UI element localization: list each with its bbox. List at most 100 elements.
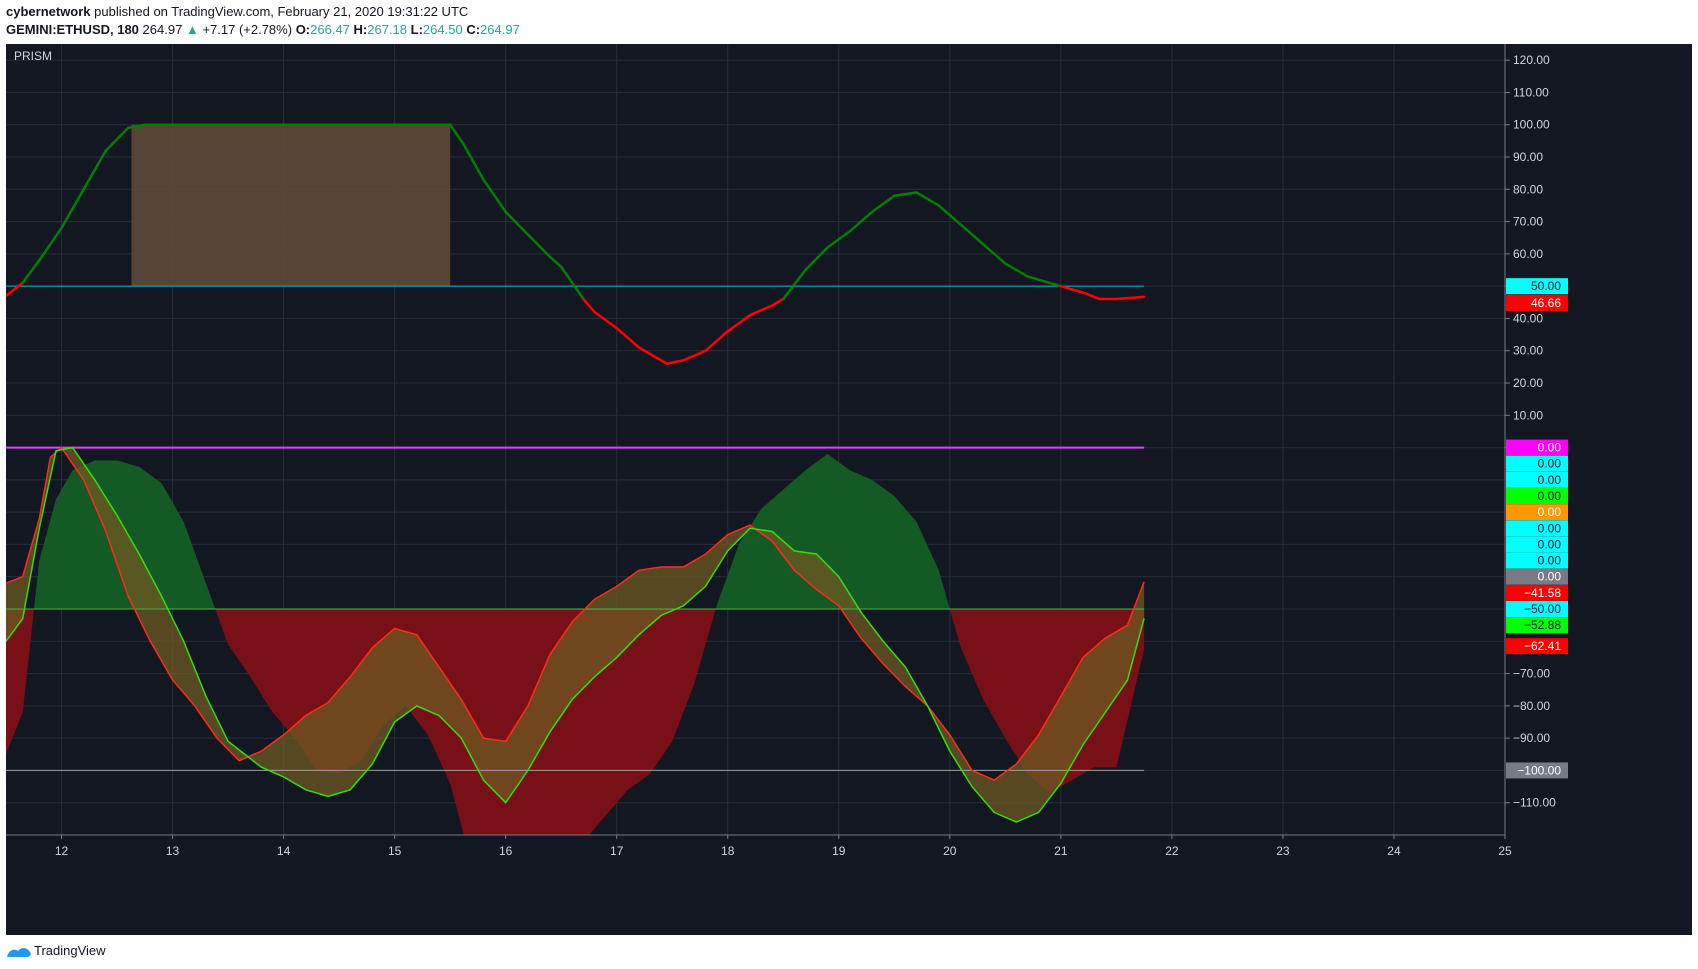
oscillator-segment <box>1115 295 1146 301</box>
tradingview-brand[interactable]: TradingView <box>34 943 106 958</box>
oscillator-segment <box>704 330 729 352</box>
high-value: 267.18 <box>367 22 408 37</box>
price-label-badge <box>1506 520 1568 537</box>
histogram-area-positive <box>6 454 1145 609</box>
oscillator-segment <box>38 226 63 262</box>
price-axis-label: 110.00 <box>1513 85 1549 99</box>
chart-svg[interactable]: PRISM 120.00110.00100.0090.0080.0070.0060… <box>6 44 1692 935</box>
price-label-badge <box>1506 504 1568 521</box>
oscillator-segment <box>981 242 1007 265</box>
fast-line <box>6 446 1145 781</box>
price-label-text: 0.00 <box>1538 537 1562 551</box>
price-axis-label: 100.00 <box>1513 118 1550 132</box>
publish-line: cybernetwork published on TradingView.co… <box>6 4 468 19</box>
price-label-badge <box>1506 638 1568 655</box>
time-axis-label: 23 <box>1276 844 1290 858</box>
oscillator-segment <box>1048 281 1063 288</box>
time-axis-panel <box>6 835 1692 935</box>
time-axis-label: 21 <box>1054 844 1068 858</box>
price-label-text: −50.00 <box>1524 602 1561 616</box>
price-label-text: 0.00 <box>1538 473 1562 487</box>
price-axis-label: 10.00 <box>1513 408 1543 422</box>
oscillator-segment <box>937 204 963 227</box>
price-label-text: 0.00 <box>1538 441 1562 455</box>
time-axis-label: 16 <box>499 844 513 858</box>
price-label-text: −41.58 <box>1524 586 1561 600</box>
price-label-badge <box>1506 536 1568 553</box>
oscillator-segment <box>82 149 108 191</box>
up-arrow-icon: ▲ <box>185 22 199 37</box>
oscillator-segment <box>60 188 85 230</box>
price-change: +7.17 (+2.78%) <box>202 22 293 37</box>
price-axis-label: 90.00 <box>1513 150 1543 164</box>
symbol-name[interactable]: GEMINI:ETHUSD, 180 <box>6 22 139 37</box>
low-label: L: <box>410 22 423 37</box>
oscillator-segment <box>870 194 896 214</box>
chart-header: cybernetwork published on TradingView.co… <box>0 0 1698 44</box>
price-axis-label: −90.00 <box>1513 731 1550 745</box>
price-label-text: 0.00 <box>1538 521 1562 535</box>
time-axis-label: 12 <box>55 844 69 858</box>
open-label: O: <box>295 22 311 37</box>
price-label-text: 46.66 <box>1531 296 1561 310</box>
oscillator-segment <box>1059 284 1074 291</box>
price-axis-label: 30.00 <box>1513 344 1543 358</box>
price-label-text: 0.00 <box>1538 554 1562 568</box>
price-axis-label: −70.00 <box>1513 667 1550 681</box>
oscillator-segment <box>126 123 147 130</box>
oscillator-segment <box>804 246 829 272</box>
oscillator-segment <box>582 297 596 314</box>
price-label-badge <box>1506 488 1568 504</box>
close-value: 264.97 <box>480 22 520 37</box>
oscillator-segment <box>548 255 563 269</box>
price-label-badge <box>1506 471 1568 488</box>
oscillator-segment <box>104 126 130 152</box>
chart-area[interactable]: PRISM 120.00 110.00 100.00 90.00 80.00 70.00 60… <box>6 44 1692 935</box>
symbol-line: GEMINI:ETHUSD, 180 264.97 ▲ +7.17 (+2.78… <box>6 22 520 37</box>
price-label-text: 50.00 <box>1531 279 1561 293</box>
oscillator-segment <box>482 178 507 214</box>
price-label-text: 0.00 <box>1538 570 1562 584</box>
indicator-title: PRISM <box>14 49 52 63</box>
time-axis-label: 14 <box>277 844 291 858</box>
oscillator-segment <box>915 191 940 207</box>
oscillator-segment <box>726 313 752 333</box>
oscillator-segment <box>462 142 485 181</box>
oscillator-segment <box>615 326 641 349</box>
close-label: C: <box>466 22 481 37</box>
histogram-area-negative <box>6 609 1145 835</box>
oscillator-segment <box>504 210 530 236</box>
price-axis-label: −80.00 <box>1513 699 1550 713</box>
time-axis-label: 19 <box>832 844 846 858</box>
oscillator-segment <box>1081 291 1101 301</box>
oscillator-segment <box>959 223 985 246</box>
oscillator-segment <box>665 359 685 365</box>
price-axis-label: 80.00 <box>1513 182 1543 196</box>
time-axis-label: 13 <box>166 844 180 858</box>
price-label-text: −52.88 <box>1524 618 1561 632</box>
high-label: H: <box>353 22 368 37</box>
price-axis-label: 70.00 <box>1513 215 1543 229</box>
price-label-text: 0.00 <box>1538 457 1562 471</box>
oscillator-segment <box>782 268 807 301</box>
oscillator-segment <box>1070 288 1085 294</box>
oscillator-segment <box>21 259 41 285</box>
author-name[interactable]: cybernetwork <box>6 4 91 19</box>
time-axis-label: 17 <box>610 844 624 858</box>
oscillator-segment <box>848 210 874 233</box>
slow-line <box>6 446 1145 823</box>
signal-ribbon <box>6 447 1145 823</box>
price-label-badge <box>1506 617 1568 634</box>
oscillator-segment <box>593 310 618 330</box>
oscillator-segment <box>1026 275 1051 285</box>
time-axis-label: 18 <box>721 844 735 858</box>
last-price: 264.97 <box>142 22 183 37</box>
low-value: 264.50 <box>422 22 463 37</box>
price-label-text: 0.00 <box>1538 489 1562 503</box>
oscillator-segment <box>1004 262 1029 278</box>
oscillator-segment <box>893 191 918 197</box>
price-axis-label: 40.00 <box>1513 311 1543 325</box>
oscillator-segment <box>559 265 585 301</box>
publish-info: published on TradingView.com, February 2… <box>94 4 469 19</box>
time-axis-label: 20 <box>943 844 957 858</box>
